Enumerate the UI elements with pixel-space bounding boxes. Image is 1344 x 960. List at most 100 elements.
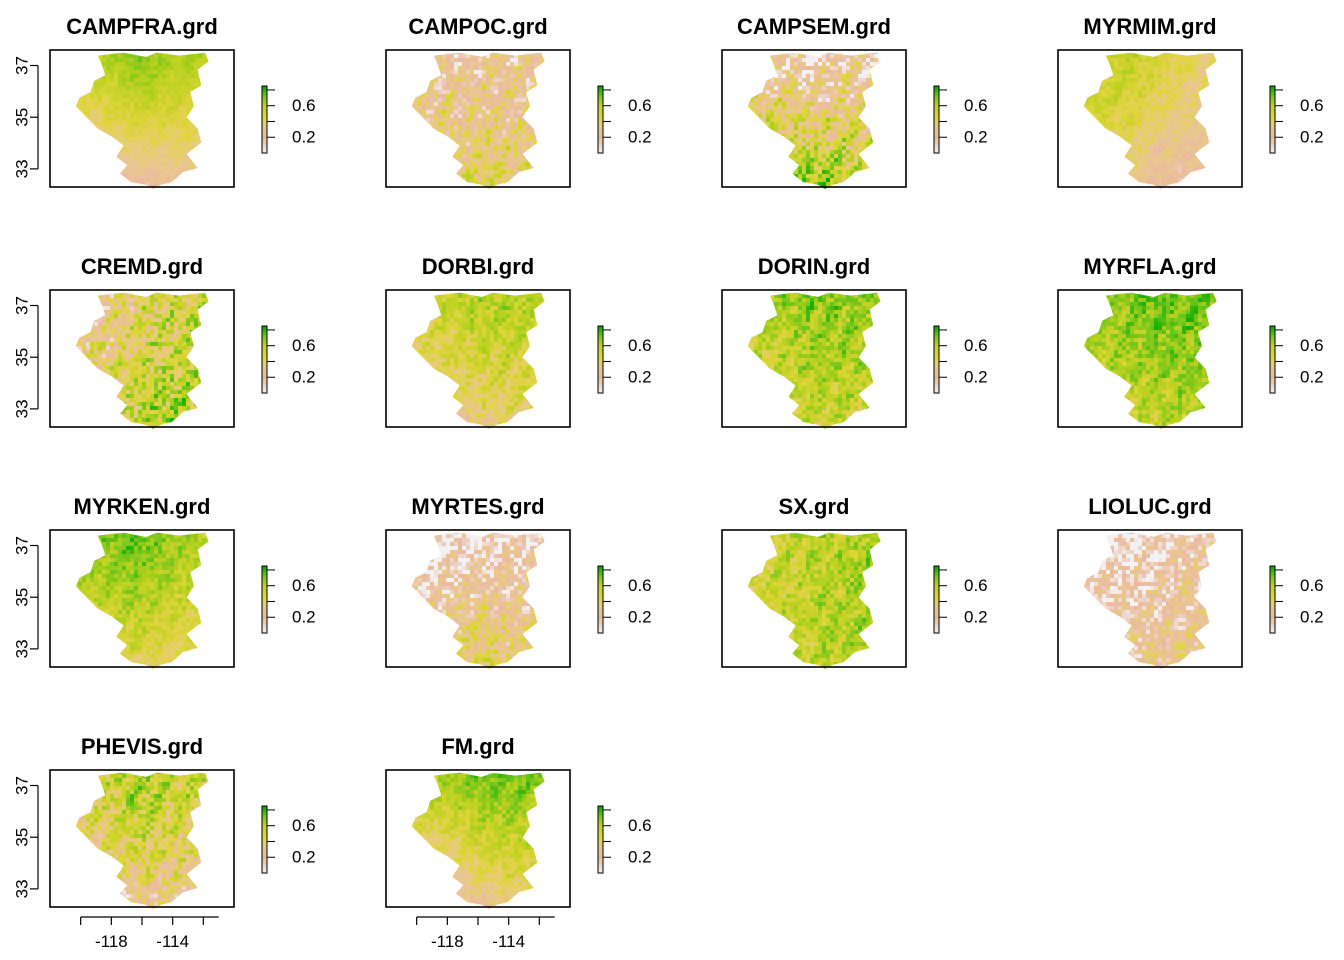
raster-cell [826, 158, 831, 163]
raster-cell [818, 78, 823, 83]
raster-cell [434, 138, 439, 143]
raster-cell [98, 70, 103, 75]
raster-cell [426, 150, 431, 155]
raster-cell [862, 178, 867, 183]
raster-cell [514, 118, 519, 123]
raster-cell [170, 162, 175, 167]
raster-cell [862, 174, 867, 179]
raster-cell [854, 114, 859, 119]
raster-cell [146, 102, 151, 107]
raster-cell [446, 166, 451, 171]
raster-cell [898, 162, 902, 166]
raster-cell [58, 122, 62, 126]
raster-cell [758, 82, 763, 87]
raster-cell [758, 130, 763, 135]
raster-cell [542, 126, 545, 131]
raster-cell [442, 78, 447, 83]
raster-cell [214, 166, 218, 170]
raster-cell [66, 154, 70, 158]
raster-cell [538, 162, 543, 167]
raster-cell [166, 166, 171, 171]
raster-cell [102, 90, 107, 95]
raster-cell [58, 162, 62, 166]
raster-cell [886, 78, 890, 82]
raster-cell [898, 122, 902, 126]
raster-cell [222, 118, 226, 122]
raster-cell [886, 86, 890, 90]
raster-cell [554, 142, 558, 146]
raster-cell [862, 166, 867, 171]
raster-cell [82, 174, 87, 179]
raster-cell [546, 106, 550, 110]
raster-cell [226, 74, 230, 78]
raster-cell [62, 150, 66, 154]
raster-cell [474, 110, 479, 115]
raster-cell [878, 98, 881, 103]
raster-cell [442, 114, 447, 119]
raster-cell [138, 130, 143, 135]
raster-cell [747, 54, 751, 59]
raster-cell [534, 142, 539, 147]
raster-cell [726, 134, 730, 138]
raster-cell [794, 126, 799, 131]
raster-cell [782, 86, 787, 91]
raster-cell [814, 150, 819, 155]
raster-cell [774, 122, 779, 127]
raster-cell [190, 174, 195, 179]
raster-cell [134, 174, 139, 179]
raster-cell [98, 150, 103, 155]
raster-cell [562, 114, 566, 118]
raster-cell [210, 106, 214, 110]
raster-cell [558, 150, 562, 154]
raster-cell [886, 82, 890, 86]
raster-cell [418, 158, 423, 163]
raster-cell [734, 70, 738, 74]
raster-cell [790, 146, 795, 151]
raster-cell [526, 110, 531, 115]
raster-cell [538, 122, 543, 127]
raster-cell [490, 118, 495, 123]
raster-cell [90, 114, 95, 119]
raster-cell [878, 178, 881, 183]
raster-cell [546, 110, 550, 114]
raster-cell [446, 110, 451, 115]
raster-cell [466, 122, 471, 127]
raster-cell [411, 126, 415, 131]
raster-cell [858, 118, 863, 123]
raster-cell [150, 142, 155, 147]
raster-cell [786, 78, 791, 83]
raster-cell [890, 130, 894, 134]
raster-cell [518, 122, 523, 127]
raster-cell [450, 110, 455, 115]
raster-cell [166, 90, 171, 95]
raster-cell [418, 94, 423, 99]
raster-cell [890, 102, 894, 106]
raster-cell [766, 110, 771, 115]
raster-cell [550, 70, 554, 74]
raster-cell [1162, 52, 1167, 55]
raster-cell [802, 138, 807, 143]
raster-cell [198, 142, 203, 147]
raster-cell [818, 134, 823, 139]
raster-cell [154, 94, 159, 99]
raster-cell [866, 106, 871, 111]
raster-cell [838, 130, 843, 135]
raster-cell [842, 138, 847, 143]
raster-cell [794, 158, 799, 163]
raster-cell [226, 150, 230, 154]
raster-cell [754, 130, 759, 135]
raster-cell [482, 130, 487, 135]
raster-cell [790, 126, 795, 131]
raster-cell [222, 166, 226, 170]
raster-cell [214, 138, 218, 142]
raster-cell [802, 146, 807, 151]
raster-cell [182, 66, 187, 71]
raster-cell [834, 66, 839, 71]
raster-cell [1090, 54, 1095, 59]
raster-cell [210, 98, 214, 102]
raster-cell [150, 94, 155, 99]
raster-cell [462, 94, 467, 99]
raster-cell [506, 106, 511, 111]
raster-cell [98, 86, 103, 91]
raster-cell [438, 66, 443, 71]
